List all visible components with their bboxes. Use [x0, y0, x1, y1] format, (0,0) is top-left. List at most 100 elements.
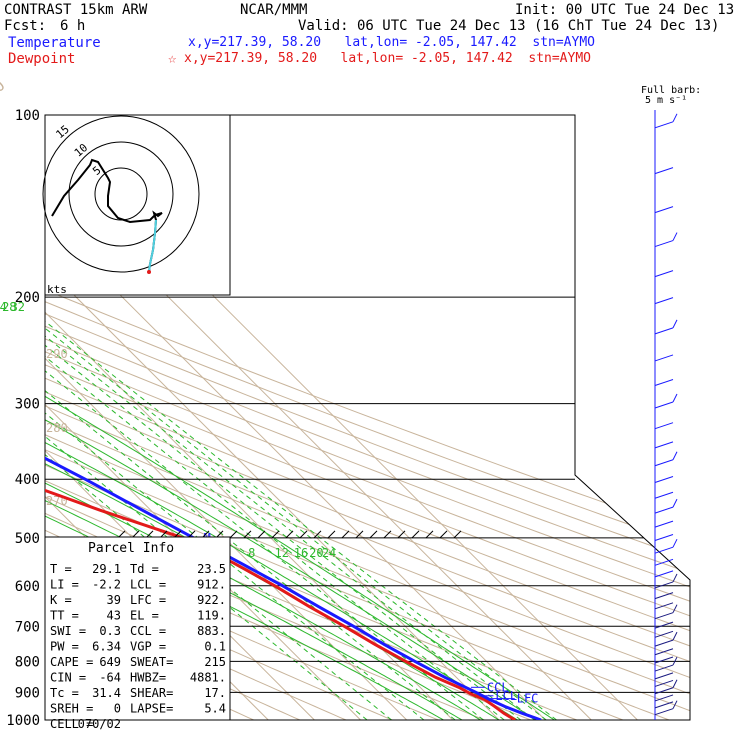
- wind-barb: [654, 701, 674, 709]
- hatch-mark: [425, 530, 434, 539]
- parcel-value: 17.: [204, 686, 226, 700]
- wind-barb: [654, 639, 674, 647]
- dry-adiabat-line: [45, 115, 690, 720]
- forecast-value: 6 h: [60, 18, 86, 34]
- hatch-mark: [341, 530, 350, 539]
- hatch-mark: [285, 530, 294, 539]
- wind-barb: [654, 240, 674, 248]
- dry-adiabat-line: [45, 115, 670, 720]
- parcel-label: T =: [50, 562, 72, 576]
- sounding-header: CONTRAST 15km ARW NCAR/MMM Init: 00 UTC …: [0, 0, 740, 106]
- wind-barb: [654, 687, 674, 695]
- wind-barb: [654, 297, 674, 305]
- parcel-label: CCL =: [130, 624, 166, 638]
- wind-barb-feather: [672, 498, 678, 508]
- mixing-ratio-label: 20: [309, 546, 323, 560]
- parcel-label: SWI =: [50, 624, 86, 638]
- wind-barb-feather: [672, 319, 678, 329]
- hodograph-ring: [42, 115, 200, 273]
- wind-barb: [654, 121, 674, 129]
- parcel-label: LI =: [50, 578, 79, 592]
- wind-barb-feather: [672, 656, 678, 666]
- wind-barbs: [654, 110, 678, 720]
- wind-barb: [654, 270, 674, 278]
- theta-label: 280: [46, 421, 68, 435]
- wind-barb: [654, 354, 674, 362]
- dewpoint-location: x,y=217.39, 58.20 lat,lon= -2.05, 147.42…: [184, 51, 591, 66]
- pressure-label: 100: [15, 108, 40, 124]
- wind-barb: [654, 422, 674, 430]
- wind-barb: [654, 327, 674, 335]
- pressure-label: 800: [15, 654, 40, 670]
- dry-adiabat-line: [45, 115, 690, 720]
- wind-barb: [654, 570, 674, 578]
- parcel-label: SHEAR=: [130, 686, 173, 700]
- pressure-label: 900: [15, 685, 40, 701]
- parcel-title: Parcel Info: [88, 541, 174, 556]
- wind-barb-feather: [672, 631, 678, 641]
- wind-barb: [654, 664, 674, 672]
- wind-barb-feather: [672, 573, 678, 583]
- wind-barb-feather: [672, 393, 678, 403]
- parcel-label: LAPSE=: [130, 702, 173, 716]
- parcel-value: 5.4: [204, 702, 226, 716]
- wind-barb: [654, 602, 674, 610]
- parcel-value: -64: [99, 671, 121, 685]
- parcel-value: 0.3: [99, 624, 121, 638]
- hodograph-low-level-trace: [148, 219, 157, 273]
- theta-label: 290: [46, 347, 68, 361]
- wind-barb: [654, 167, 674, 175]
- dry-adiabat-line: [45, 115, 393, 720]
- hatch-mark: [299, 530, 308, 539]
- wind-barb: [654, 558, 674, 566]
- wind-barb-feather: [672, 232, 678, 241]
- dry-adiabat-line: [45, 115, 690, 720]
- wind-barb: [654, 621, 674, 629]
- mixing-ratio-label: 16: [294, 546, 308, 560]
- dry-adiabat-line: [45, 115, 690, 720]
- temperature-profile: [45, 115, 542, 720]
- parcel-label: SWEAT=: [130, 655, 173, 669]
- mixing-ratio-label: 24: [322, 546, 336, 560]
- model-name: CONTRAST 15km ARW: [4, 2, 148, 18]
- parcel-value: 0: [114, 702, 121, 716]
- parcel-label: CIN =: [50, 671, 86, 685]
- pressure-label: 200: [15, 290, 40, 306]
- hatch-mark: [271, 530, 280, 539]
- level-label-lcl: LCL: [495, 689, 517, 703]
- hodograph-surface-point: [147, 270, 151, 274]
- hatch-mark: [369, 530, 378, 539]
- isotherm-line: [45, 115, 361, 720]
- dry-adiabat-line: [45, 115, 347, 720]
- parcel-label: Td =: [130, 562, 159, 576]
- pressure-label: 700: [15, 619, 40, 635]
- wind-barb: [654, 534, 674, 541]
- hatch-mark: [327, 530, 336, 539]
- level-label-ccl: CCL: [487, 680, 509, 694]
- sounding-profiles: [45, 115, 542, 720]
- wind-barb: [654, 679, 674, 687]
- parcel-value: 070/02: [78, 717, 121, 731]
- wind-barb: [654, 648, 674, 656]
- hatch-mark: [243, 530, 252, 539]
- parcel-value: 43: [107, 609, 121, 623]
- hatch-mark: [355, 530, 364, 539]
- parcel-panel-frame: [44, 536, 231, 721]
- wind-barb-feather: [672, 679, 678, 688]
- wind-barb-feather: [672, 538, 678, 548]
- dry-adiabat-line: [45, 115, 690, 720]
- hatch-mark: [383, 530, 392, 539]
- hatch-mark: [439, 530, 448, 539]
- init-time: Init: 00 UTC Tue 24 Dec 13: [515, 2, 735, 18]
- wind-barb: [654, 630, 674, 638]
- wind-barb: [654, 546, 674, 554]
- level-label-lfc: LFC: [517, 692, 539, 706]
- parcel-value: 119.: [197, 609, 226, 623]
- dry-adiabat-line: [45, 115, 690, 720]
- wind-barb-feather: [672, 604, 678, 613]
- parcel-value: 0.1: [204, 640, 226, 654]
- parcel-value: 39: [107, 593, 121, 607]
- wind-barb: [654, 694, 674, 702]
- hodograph-ring-label: 10: [72, 141, 91, 159]
